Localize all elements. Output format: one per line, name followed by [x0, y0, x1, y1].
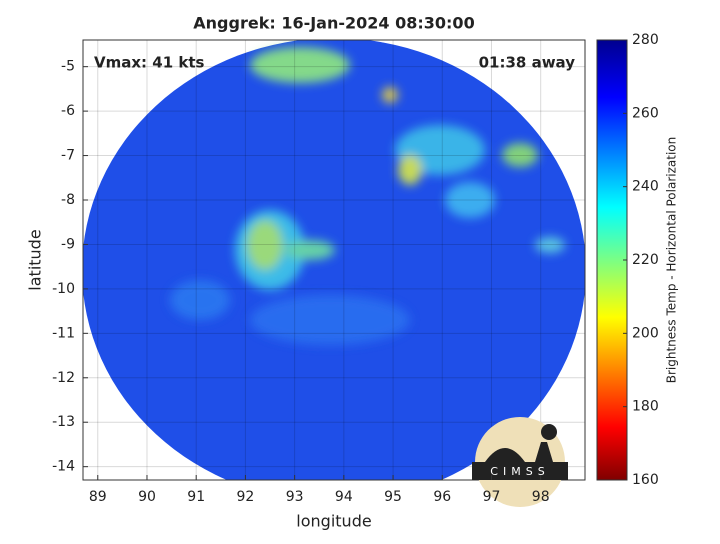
x-tick-label: 98: [532, 489, 550, 505]
x-tick-label: 93: [286, 489, 304, 505]
y-tick-label: -5: [61, 59, 75, 75]
y-tick-label: -12: [52, 370, 75, 386]
grid: [83, 40, 585, 480]
colorbar-tick-label: 280: [632, 32, 659, 48]
annotation: 01:38 away: [479, 54, 576, 72]
chart-title: Anggrek: 16-Jan-2024 08:30:00: [193, 14, 474, 33]
y-tick-label: -14: [52, 459, 75, 475]
colorbar-tick-label: 220: [632, 252, 659, 268]
colorbar-tick-label: 260: [632, 105, 659, 121]
logo-text: CIMSS: [490, 465, 549, 478]
logo: CIMSS: [472, 417, 568, 507]
colorbar-tick-label: 160: [632, 472, 659, 488]
x-tick-label: 89: [89, 489, 107, 505]
y-tick-label: -7: [61, 148, 75, 164]
colorbar-tick-label: 180: [632, 399, 659, 415]
colorbar-tick-label: 200: [632, 325, 659, 341]
x-tick-label: 92: [236, 489, 254, 505]
colorbar: [596, 39, 628, 481]
x-tick-label: 96: [433, 489, 451, 505]
y-tick-label: -13: [52, 414, 75, 430]
y-tick-label: -6: [61, 103, 75, 119]
x-axis-label: longitude: [296, 512, 371, 531]
y-axis-label: latitude: [26, 229, 45, 290]
x-tick-label: 95: [384, 489, 402, 505]
y-tick-label: -10: [52, 281, 75, 297]
x-tick-label: 91: [187, 489, 205, 505]
y-tick-label: -8: [61, 192, 75, 208]
y-tick-label: -9: [61, 236, 75, 252]
colorbar-tick-label: 240: [632, 179, 659, 195]
annotation: Vmax: 41 kts: [94, 54, 204, 72]
x-tick-label: 97: [483, 489, 501, 505]
x-tick-label: 90: [138, 489, 156, 505]
axes-frame: [82, 39, 586, 481]
colorbar-label: Brightness Temp - Horizontal Polarizatio…: [665, 137, 679, 384]
swath: [83, 40, 585, 480]
x-tick-label: 94: [335, 489, 353, 505]
y-tick-label: -11: [52, 325, 75, 341]
